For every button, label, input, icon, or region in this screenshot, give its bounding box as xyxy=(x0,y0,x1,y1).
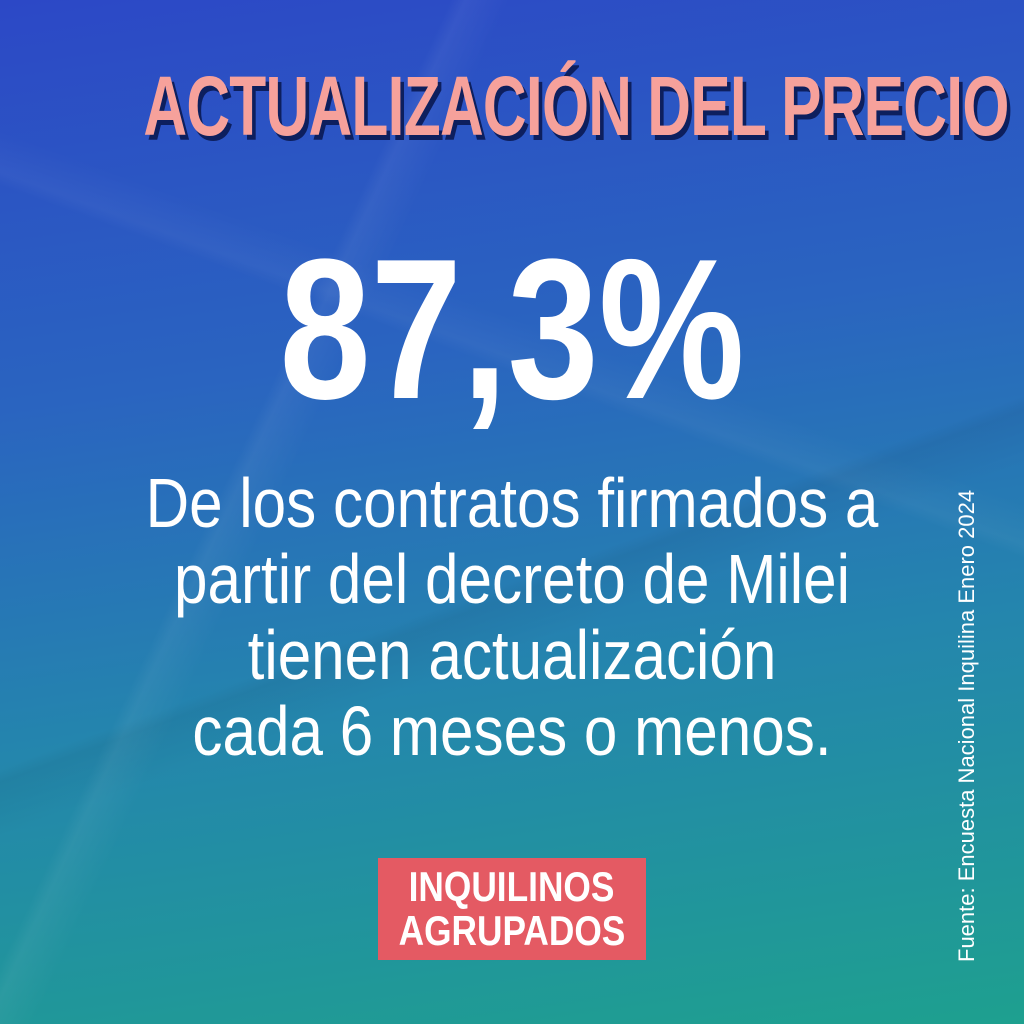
inquilinos-agrupados-logo: INQUILINOS AGRUPADOS xyxy=(378,858,646,960)
stat-value: 87,3% xyxy=(279,218,745,441)
logo-line-2: AGRUPADOS xyxy=(398,907,626,954)
description-line: De los contratos firmados a xyxy=(145,464,879,542)
description-line: cada 6 meses o menos. xyxy=(192,692,832,770)
stat-description: De los contratos firmados a partir del d… xyxy=(125,465,899,769)
logo-line-1: INQUILINOS xyxy=(409,863,615,910)
source-caption: Fuente: Encuesta Nacional Inquilina Ener… xyxy=(954,489,979,962)
page-title: ACTUALIZACIÓN DEL PRECIO xyxy=(143,59,1009,153)
description-line: partir del decreto de Milei xyxy=(174,540,850,618)
description-line: tienen actualización xyxy=(247,616,777,694)
